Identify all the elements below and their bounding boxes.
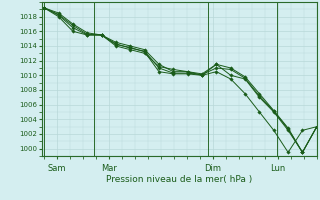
X-axis label: Pression niveau de la mer( hPa ): Pression niveau de la mer( hPa ) [106, 175, 252, 184]
